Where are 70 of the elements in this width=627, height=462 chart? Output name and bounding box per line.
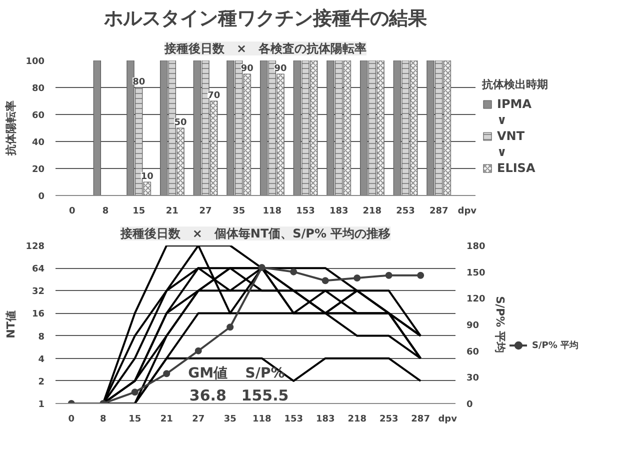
- data-label: 10: [140, 172, 154, 182]
- x-tick-label: 35: [224, 414, 236, 424]
- annotation: GM値: [188, 365, 228, 382]
- x-tick-label: 21: [160, 414, 173, 424]
- annotation: 155.5: [241, 386, 289, 404]
- x-tick-label: 153: [296, 206, 315, 216]
- y2-tick-label: 30: [466, 374, 480, 384]
- x-tick-label: 118: [262, 206, 282, 216]
- y-tick-label: 4: [38, 354, 45, 365]
- annotation: 36.8: [189, 386, 226, 404]
- legend-label: VNT: [497, 128, 525, 142]
- y-axis-title: NT値: [4, 310, 18, 338]
- data-label: 90: [240, 64, 254, 74]
- y2-tick-label: 60: [466, 347, 480, 358]
- chart-title: 接種後日数 × 個体毎NT価、S/P% 平均の推移: [119, 226, 391, 240]
- y-tick-label: 128: [26, 242, 45, 252]
- legend-label: IPMA: [497, 96, 532, 110]
- x-tick-label: 253: [379, 414, 398, 424]
- x-tick-label: 183: [329, 206, 348, 216]
- x-tick-label: 0: [68, 414, 75, 424]
- y-tick-label: 80: [32, 84, 45, 94]
- data-label: 80: [132, 78, 146, 88]
- y-tick-label: 60: [32, 111, 45, 121]
- y-tick-label: 32: [32, 287, 45, 298]
- legend-title: 抗体検出時期: [482, 76, 548, 92]
- data-label: 90: [274, 64, 287, 74]
- y-tick-label: 40: [32, 138, 45, 148]
- x-tick-label: 27: [192, 414, 205, 424]
- annotation: S/P%: [245, 365, 285, 382]
- x-tick-label: 15: [128, 414, 142, 424]
- y-tick-label: 0: [38, 192, 45, 202]
- y2-tick-label: 150: [466, 268, 486, 278]
- x-tick-label: 253: [396, 206, 415, 216]
- y2-tick-label: 180: [466, 242, 486, 252]
- y-tick-label: 64: [32, 264, 45, 275]
- y2-tick-label: 0: [466, 400, 473, 410]
- y2-tick-label: 90: [466, 321, 480, 331]
- x-tick-label: 218: [348, 414, 366, 424]
- x-tick-label: 21: [166, 206, 178, 216]
- y-axis-title: 抗体陽転率: [4, 100, 18, 156]
- y2-axis-title: S/P% 平均: [493, 296, 506, 353]
- x-tick-label: 27: [199, 206, 212, 216]
- x-tick-label: 153: [284, 414, 303, 424]
- x-tick-label: 35: [232, 206, 246, 216]
- x-axis-title: dpv: [458, 206, 477, 216]
- y-tick-label: 1: [38, 400, 45, 410]
- x-tick-label: 287: [411, 414, 430, 424]
- x-tick-label: 8: [100, 414, 106, 424]
- legend-label: S/P% 平均: [532, 340, 579, 352]
- data-label: 50: [174, 118, 187, 128]
- data-label: 70: [208, 91, 220, 101]
- text: ∨: [497, 144, 508, 158]
- y2-tick-label: 120: [466, 294, 486, 305]
- y-tick-label: 16: [32, 310, 45, 320]
- x-tick-label: 15: [132, 206, 146, 216]
- x-tick-label: 8: [102, 206, 109, 216]
- x-tick-label: 118: [252, 414, 272, 424]
- y-tick-label: 8: [38, 332, 45, 342]
- legend-label: ELISA: [497, 160, 536, 174]
- x-tick-label: 183: [316, 414, 335, 424]
- chart-title: ホルスタイン種ワクチン接種牛の結果: [103, 8, 428, 30]
- x-tick-label: 287: [429, 206, 448, 216]
- x-axis-title: dpv: [438, 414, 458, 424]
- y-tick-label: 100: [26, 57, 45, 67]
- chart-subtitle: 接種後日数 × 各検査の抗体陽転率: [163, 42, 367, 56]
- y-tick-label: 20: [32, 165, 45, 175]
- y-tick-label: 2: [38, 377, 45, 388]
- x-tick-label: 0: [69, 206, 76, 216]
- text: ∨: [497, 112, 508, 126]
- x-tick-label: 218: [362, 206, 382, 216]
